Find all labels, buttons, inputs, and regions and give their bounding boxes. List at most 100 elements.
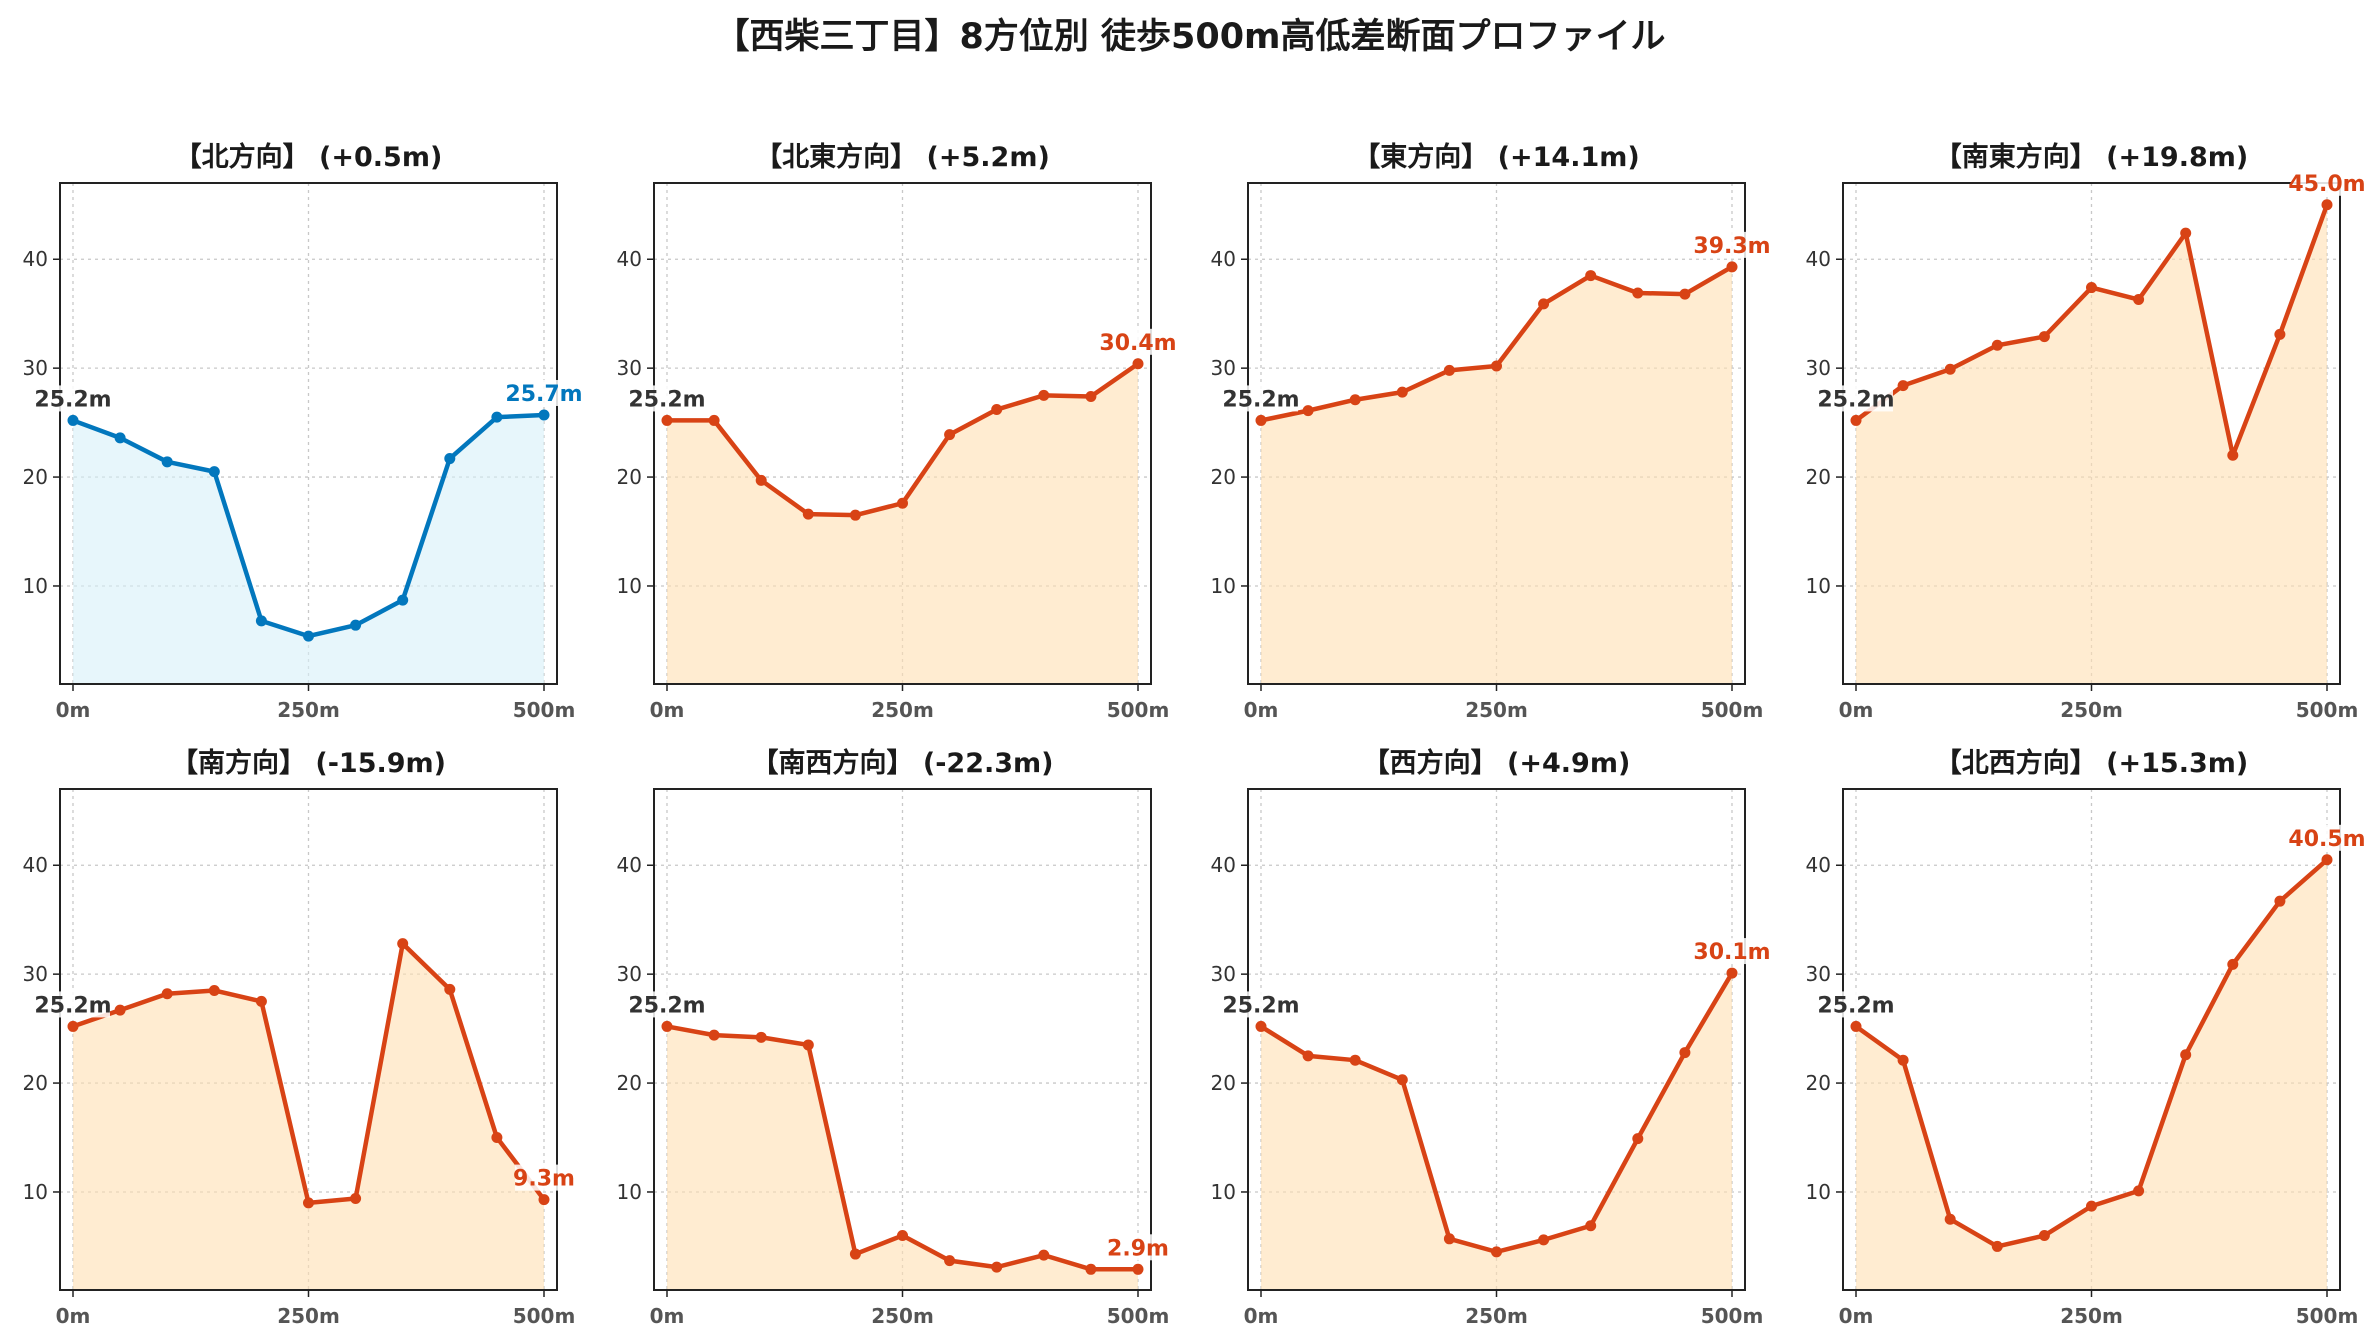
data-point [350, 1193, 362, 1205]
start-label-bg [1819, 385, 1893, 412]
y-tick-label: 10 [1211, 574, 1236, 598]
data-point [1897, 1054, 1909, 1066]
data-point [2038, 1230, 2050, 1242]
x-tick-label: 0m [650, 698, 685, 722]
panel-title: 【南東方向】 (+19.8m) [1935, 141, 2248, 173]
data-point [1944, 1213, 1956, 1225]
end-elevation-label: 30.1m [1693, 940, 1770, 965]
x-tick-label: 0m [56, 1304, 91, 1328]
x-tick-label: 250m [871, 698, 934, 722]
data-point [1991, 1240, 2003, 1252]
y-tick-label: 30 [617, 356, 642, 380]
data-point [1897, 380, 1909, 392]
y-tick-label: 30 [1806, 356, 1831, 380]
data-point [1349, 394, 1361, 406]
x-tick-label: 250m [277, 1304, 340, 1328]
data-point [2086, 282, 2097, 294]
y-tick-label: 20 [1806, 1071, 1831, 1095]
data-point [67, 414, 79, 426]
data-point [444, 983, 456, 995]
start-elevation-label: 25.2m [628, 387, 705, 412]
x-tick-label: 500m [513, 698, 576, 722]
panel-title: 【南方向】 (-15.9m) [171, 747, 446, 779]
data-point [755, 1031, 767, 1043]
end-label-bg [515, 1164, 573, 1191]
start-label-bg [1224, 385, 1298, 412]
data-point [849, 509, 861, 521]
data-point [114, 1004, 126, 1016]
data-point [991, 1261, 1003, 1273]
data-point [2227, 958, 2239, 970]
x-tick-label: 0m [650, 1304, 685, 1328]
end-label-bg [1102, 328, 1174, 355]
start-elevation-label: 25.2m [1222, 387, 1299, 412]
chart-panel-1: 【北方向】 (+0.5m) 10 20 30 40 0m 250m 500m 25.2m 25.7… [23, 141, 583, 722]
data-point [897, 497, 908, 509]
data-point [2086, 1200, 2097, 1212]
data-point [1396, 1074, 1408, 1086]
x-tick-label: 250m [2060, 1304, 2123, 1328]
y-tick-label: 40 [1806, 247, 1831, 271]
elevation-area [667, 1026, 1138, 1290]
x-tick-label: 250m [2060, 698, 2123, 722]
x-tick-label: 250m [871, 1304, 934, 1328]
end-label-bg [2291, 169, 2363, 196]
x-tick-label: 500m [1107, 698, 1170, 722]
y-tick-label: 10 [23, 574, 48, 598]
elevation-area [1261, 266, 1732, 684]
panel-title: 【西方向】 (+4.9m) [1363, 747, 1631, 779]
data-point [538, 1194, 550, 1206]
start-elevation-label: 25.2m [34, 993, 111, 1018]
x-tick-label: 500m [513, 1304, 576, 1328]
x-tick-label: 0m [56, 698, 91, 722]
data-point [1632, 287, 1644, 299]
end-elevation-label: 39.3m [1693, 234, 1770, 259]
x-tick-label: 500m [1701, 698, 1764, 722]
data-point [161, 456, 173, 468]
data-point [1585, 270, 1597, 282]
end-label-bg [1696, 938, 1768, 965]
y-tick-label: 10 [1806, 574, 1831, 598]
x-tick-label: 0m [1244, 698, 1279, 722]
data-point [397, 594, 409, 606]
data-point [2274, 895, 2286, 907]
elevation-area [1261, 973, 1732, 1290]
start-elevation-label: 25.2m [1817, 387, 1894, 412]
y-tick-label: 20 [23, 465, 48, 489]
elevation-area [667, 363, 1138, 684]
data-point [1850, 414, 1862, 426]
data-point [1726, 261, 1738, 273]
start-label-bg [630, 385, 704, 412]
data-point [397, 938, 409, 950]
start-label-bg [36, 991, 110, 1018]
data-point [1038, 1249, 1050, 1261]
y-tick-label: 10 [23, 1180, 48, 1204]
chart-panel-4: 【南東方向】 (+19.8m) 10 20 30 40 0m 250m 500m 25.2m 45… [1806, 141, 2366, 722]
data-point [1443, 1233, 1455, 1245]
data-point [67, 1020, 79, 1032]
y-tick-label: 40 [617, 247, 642, 271]
data-point [1538, 1234, 1550, 1246]
data-point [2180, 1049, 2192, 1061]
data-point [661, 1020, 673, 1032]
elevation-area [1856, 859, 2327, 1290]
elevation-area [73, 414, 544, 684]
x-tick-label: 500m [2296, 698, 2359, 722]
start-label-bg [1819, 991, 1893, 1018]
panel-title: 【東方向】 (+14.1m) [1353, 141, 1639, 173]
y-tick-label: 10 [617, 1180, 642, 1204]
data-point [2133, 294, 2145, 306]
data-point [849, 1248, 861, 1260]
data-point [114, 432, 126, 444]
data-point [1255, 1020, 1267, 1032]
x-tick-label: 500m [2296, 1304, 2359, 1328]
data-point [1302, 1050, 1314, 1062]
data-point [255, 615, 267, 627]
data-point [1585, 1220, 1597, 1232]
chart-panel-8: 【北西方向】 (+15.3m) 10 20 30 40 0m 250m 500m 25.2m 40… [1806, 747, 2366, 1328]
y-tick-label: 30 [1211, 962, 1236, 986]
data-point [255, 995, 267, 1007]
y-tick-label: 20 [617, 1071, 642, 1095]
